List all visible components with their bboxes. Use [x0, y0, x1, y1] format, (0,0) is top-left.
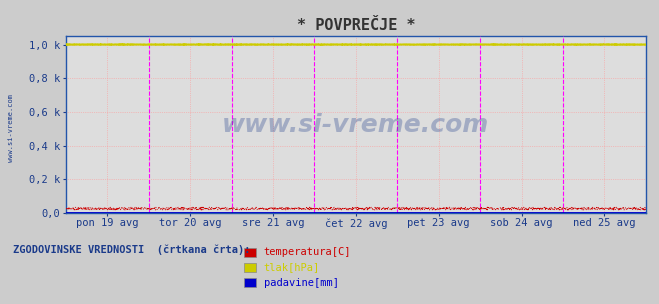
Text: padavine[mm]: padavine[mm] — [264, 278, 339, 288]
Title: * POVPREČJE *: * POVPREČJE * — [297, 18, 415, 33]
Text: www.si-vreme.com: www.si-vreme.com — [222, 113, 490, 136]
Text: www.si-vreme.com: www.si-vreme.com — [8, 94, 14, 162]
Text: temperatura[C]: temperatura[C] — [264, 247, 351, 257]
Text: ZGODOVINSKE VREDNOSTI  (črtkana črta):: ZGODOVINSKE VREDNOSTI (črtkana črta): — [13, 245, 250, 255]
Text: tlak[hPa]: tlak[hPa] — [264, 263, 320, 272]
